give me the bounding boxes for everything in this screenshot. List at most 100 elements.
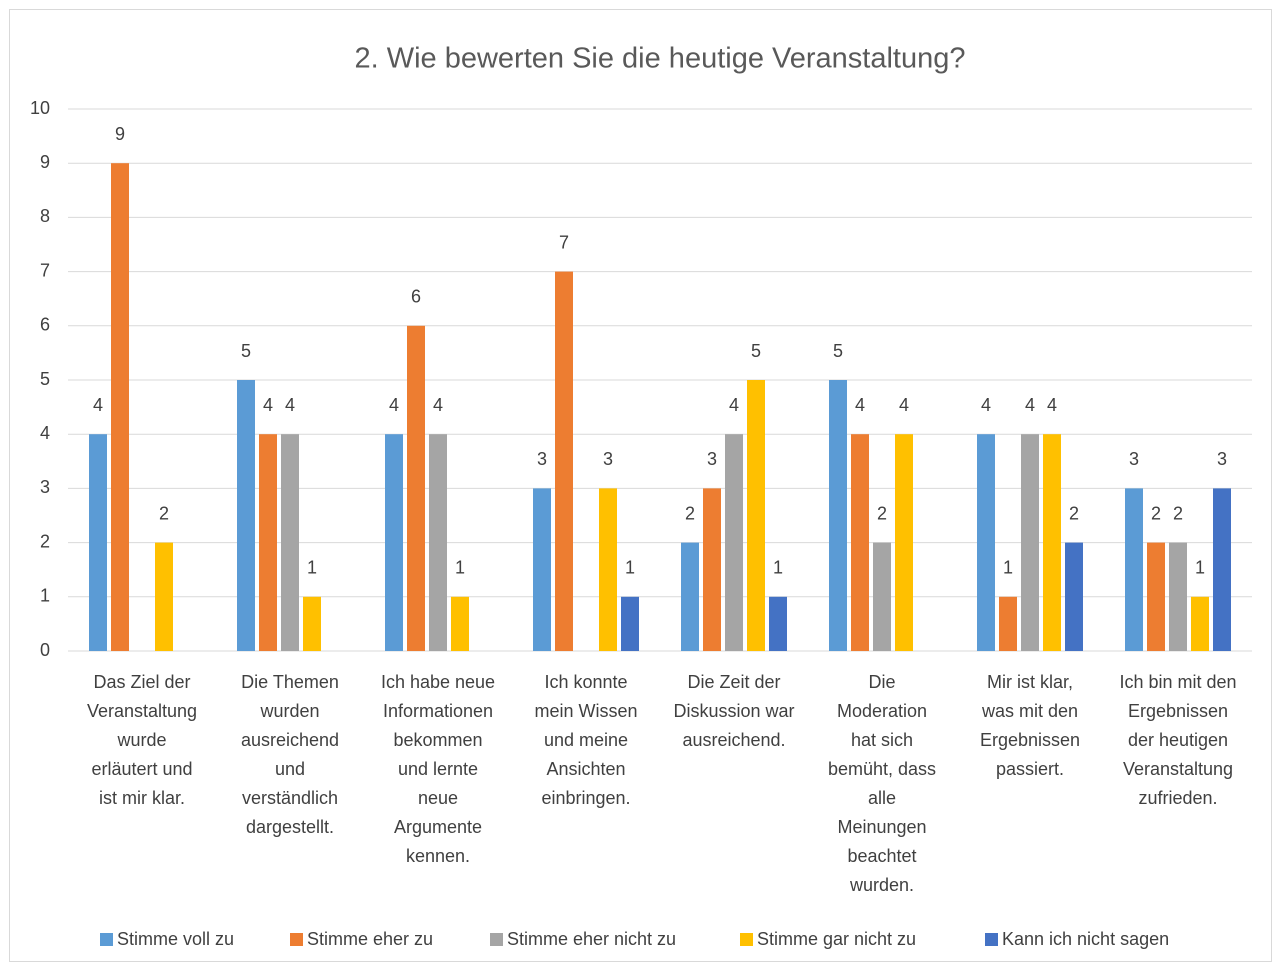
x-tick-label: was mit den: [981, 701, 1078, 721]
data-label: 4: [93, 395, 103, 415]
x-tick-label: Ich bin mit den: [1119, 672, 1236, 692]
data-label: 7: [559, 232, 569, 252]
data-label: 1: [455, 558, 465, 578]
x-tick-label: Ansichten: [546, 759, 625, 779]
bar: [303, 596, 321, 651]
x-tick-label: einbringen.: [541, 788, 630, 808]
data-label: 5: [833, 341, 843, 361]
bar: [977, 434, 995, 651]
bar: [155, 542, 173, 651]
x-tick-label: Ergebnissen: [1128, 701, 1228, 721]
x-tick-label: verständlich: [242, 788, 338, 808]
legend-label: Stimme eher zu: [307, 929, 433, 949]
data-label: 4: [433, 395, 443, 415]
data-label: 2: [877, 503, 887, 523]
bar: [895, 434, 913, 651]
bar: [259, 434, 277, 651]
chart-title: 2. Wie bewerten Sie die heutige Veransta…: [354, 43, 965, 75]
x-tick-label: bekommen: [393, 730, 482, 750]
x-tick-label: Meinungen: [837, 817, 926, 837]
x-tick-label: ausreichend.: [682, 730, 785, 750]
x-tick-label: zufrieden.: [1138, 788, 1217, 808]
y-tick-label: 5: [40, 369, 50, 389]
x-tick-label: beachtet: [847, 846, 916, 866]
bar: [1065, 542, 1083, 651]
bar: [1213, 488, 1231, 651]
bar: [407, 325, 425, 651]
data-label: 1: [1003, 558, 1013, 578]
x-tick-label: Informationen: [383, 701, 493, 721]
y-tick-label: 7: [40, 260, 50, 280]
x-tick-label: und: [275, 759, 305, 779]
data-label: 2: [1173, 503, 1183, 523]
bar: [281, 434, 299, 651]
data-label: 4: [729, 395, 739, 415]
x-tick-label: passiert.: [996, 759, 1064, 779]
data-label: 1: [1195, 558, 1205, 578]
x-tick-label: Moderation: [837, 701, 927, 721]
x-tick-label: und meine: [544, 730, 628, 750]
legend-swatch: [290, 933, 303, 946]
bar: [1043, 434, 1061, 651]
data-label: 3: [537, 449, 547, 469]
data-label: 2: [159, 503, 169, 523]
data-label: 2: [1151, 503, 1161, 523]
x-tick-label: Die: [868, 672, 895, 692]
x-tick-label: Mir ist klar,: [987, 672, 1073, 692]
x-tick-label: hat sich: [851, 730, 913, 750]
legend-label: Stimme gar nicht zu: [757, 929, 916, 949]
legend-label: Stimme voll zu: [117, 929, 234, 949]
bar: [703, 488, 721, 651]
x-tick-label: wurden: [259, 701, 319, 721]
data-label: 3: [1217, 449, 1227, 469]
bar: [429, 434, 447, 651]
x-tick-label: Veranstaltung: [87, 701, 197, 721]
x-tick-label: Das Ziel der: [93, 672, 190, 692]
x-tick-label: erläutert und: [91, 759, 192, 779]
x-tick-label: und lernte: [398, 759, 478, 779]
legend-swatch: [985, 933, 998, 946]
x-tick-label: wurde: [116, 730, 166, 750]
bar: [1125, 488, 1143, 651]
data-label: 2: [1069, 503, 1079, 523]
bar: [621, 596, 639, 651]
y-tick-label: 6: [40, 315, 50, 335]
x-tick-label: Argumente: [394, 817, 482, 837]
bar: [451, 596, 469, 651]
data-label: 5: [751, 341, 761, 361]
x-tick-label: dargestellt.: [246, 817, 334, 837]
bar: [1191, 596, 1209, 651]
y-tick-label: 9: [40, 152, 50, 172]
data-label: 2: [685, 503, 695, 523]
x-tick-label: bemüht, dass: [828, 759, 936, 779]
x-tick-label: Ich konnte: [544, 672, 627, 692]
data-label: 3: [1129, 449, 1139, 469]
data-label: 3: [603, 449, 613, 469]
bar: [747, 380, 765, 651]
y-tick-label: 2: [40, 531, 50, 551]
x-tick-label: Diskussion war: [673, 701, 794, 721]
x-tick-label: alle: [868, 788, 896, 808]
x-tick-label: Veranstaltung: [1123, 759, 1233, 779]
bar: [111, 163, 129, 651]
x-tick-label: neue: [418, 788, 458, 808]
x-tick-label: mein Wissen: [534, 701, 637, 721]
data-label: 4: [981, 395, 991, 415]
bar: [681, 542, 699, 651]
y-tick-label: 10: [30, 98, 50, 118]
x-tick-label: der heutigen: [1128, 730, 1228, 750]
legend-swatch: [490, 933, 503, 946]
bar: [237, 380, 255, 651]
data-label: 6: [411, 287, 421, 307]
bar: [533, 488, 551, 651]
legend-label: Kann ich nicht sagen: [1002, 929, 1169, 949]
data-label: 4: [285, 395, 295, 415]
data-label: 4: [1025, 395, 1035, 415]
x-tick-label: ausreichend: [241, 730, 339, 750]
bar: [385, 434, 403, 651]
y-tick-label: 3: [40, 477, 50, 497]
bar: [769, 596, 787, 651]
bar: [599, 488, 617, 651]
data-label: 4: [1047, 395, 1057, 415]
